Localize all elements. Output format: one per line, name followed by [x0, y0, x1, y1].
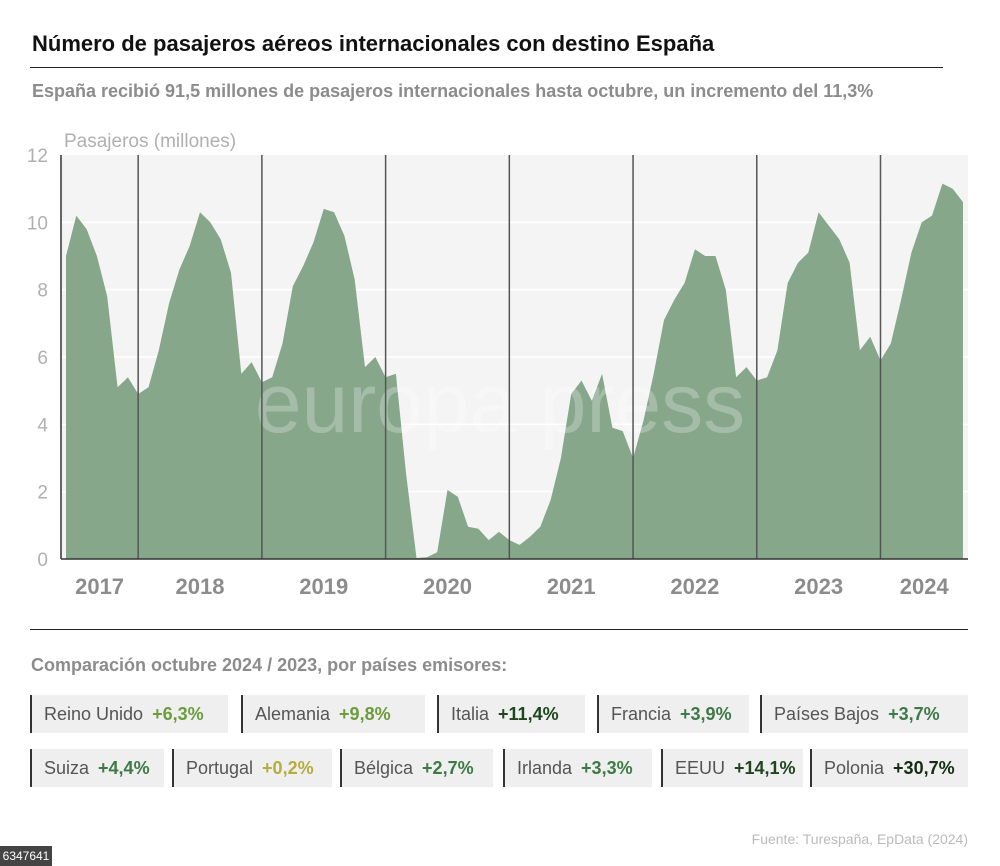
x-tick-label: 2022 — [670, 574, 719, 599]
country-change: +2,7% — [422, 757, 474, 778]
country-box: Suiza +4,4% — [30, 749, 164, 787]
image-id: 6347641 — [0, 846, 52, 866]
subtitle: España recibió 91,5 millones de pasajero… — [32, 81, 874, 101]
section-divider — [30, 629, 968, 630]
country-name: Suiza — [44, 757, 90, 778]
country-name: Bélgica — [354, 757, 414, 778]
x-tick-label: 2021 — [547, 574, 596, 599]
x-tick-label: 2017 — [75, 574, 124, 599]
watermark: europa press — [255, 356, 745, 450]
country-box: Portugal +0,2% — [172, 749, 332, 787]
country-box: Polonia +30,7% — [810, 749, 968, 787]
country-change: +3,9% — [680, 703, 732, 724]
y-tick-label: 6 — [37, 348, 48, 369]
country-name: Alemania — [255, 703, 331, 724]
country-name: Irlanda — [517, 757, 573, 778]
y-tick-label: 12 — [27, 146, 48, 167]
country-change: +14,1% — [734, 757, 796, 778]
y-axis-label: Pasajeros (millones) — [64, 131, 236, 152]
country-change: +11,4% — [498, 703, 559, 724]
source-note: Fuente: Turespaña, EpData (2024) — [751, 831, 968, 847]
country-change: +3,3% — [581, 757, 633, 778]
y-tick-label: 2 — [37, 483, 48, 504]
country-change: +30,7% — [893, 757, 955, 778]
country-change: +6,3% — [152, 703, 204, 724]
country-box: Reino Unido +6,3% — [30, 695, 228, 733]
country-box: Bélgica +2,7% — [340, 749, 493, 787]
country-name: Países Bajos — [774, 703, 880, 724]
country-change: +0,2% — [262, 757, 314, 778]
country-box: Irlanda +3,3% — [503, 749, 652, 787]
title-divider — [30, 67, 943, 68]
country-name: EEUU — [675, 757, 726, 778]
country-name: Portugal — [186, 757, 254, 778]
area-chart: 0 2 4 6 8 10 12 europa press 2017 2018 2019 2020 202… — [27, 131, 968, 599]
country-box: Países Bajos +3,7% — [760, 695, 968, 733]
country-change: +3,7% — [888, 703, 940, 724]
x-tick-label: 2024 — [900, 574, 950, 599]
country-name: Reino Unido — [44, 703, 144, 724]
country-box: Italia +11,4% — [437, 695, 585, 733]
country-box: Francia +3,9% — [597, 695, 749, 733]
country-name: Francia — [611, 703, 672, 724]
country-box: Alemania +9,8% — [241, 695, 425, 733]
passenger-area — [66, 183, 963, 559]
y-tick-label: 8 — [37, 281, 48, 302]
country-name: Polonia — [824, 757, 885, 778]
x-tick-label: 2019 — [299, 574, 348, 599]
y-tick-label: 10 — [27, 213, 48, 234]
y-tick-label: 4 — [37, 415, 48, 436]
country-change: +9,8% — [339, 703, 391, 724]
country-name: Italia — [451, 703, 490, 724]
x-tick-label: 2018 — [176, 574, 225, 599]
x-tick-label: 2020 — [423, 574, 472, 599]
comparison-heading: Comparación octubre 2024 / 2023, por paí… — [31, 655, 508, 675]
y-tick-label: 0 — [37, 550, 48, 571]
country-box: EEUU +14,1% — [661, 749, 803, 787]
country-change: +4,4% — [98, 757, 150, 778]
x-tick-label: 2023 — [794, 574, 843, 599]
page-title: Número de pasajeros aéreos internacional… — [32, 31, 715, 56]
